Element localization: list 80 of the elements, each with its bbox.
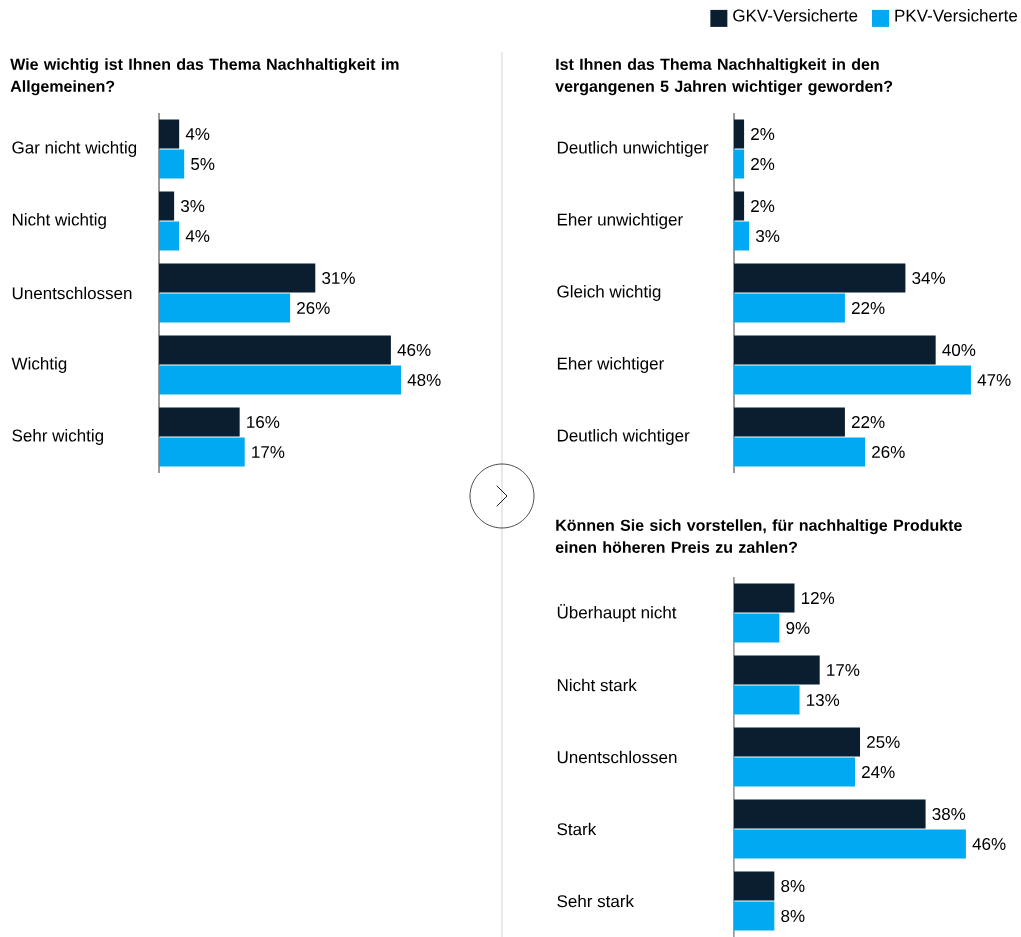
data-label: 2% [751,158,775,170]
bar [159,191,175,221]
y-tick-label: Eher unwichtiger [557,213,683,229]
y-tick-label: Unentschlossen [557,750,677,764]
bar [734,727,861,757]
data-label: 24% [862,766,895,778]
y-tick-label: Deutlich unwichtiger [557,141,709,157]
bar [734,655,820,685]
data-label: 46% [972,837,1006,851]
bar [159,119,180,149]
data-label: 47% [977,374,1011,386]
y-tick-label: Deutlich wichtiger [557,429,690,445]
bar [159,293,291,323]
bar [159,437,245,467]
data-label: 12% [802,592,835,604]
y-tick-label: Gar nicht wichtig [12,141,137,157]
bar [734,263,906,293]
bar [159,365,401,395]
legend-label: GKV-Versicherte [733,9,858,22]
y-tick-label: Nicht stark [557,678,637,692]
data-label: 22% [851,302,885,314]
bar [159,407,240,437]
chart-title: Können Sie sich vorstellen, für nachhaltige Produkte einen höheren Preis zu zahlen? [555,519,962,553]
data-label: 13% [807,693,840,707]
data-label: 9% [786,621,810,635]
data-label: 3% [180,199,205,213]
bar [734,799,926,829]
bar [734,407,845,437]
data-label: 5% [191,158,215,170]
data-label: 48% [407,373,441,387]
bar [159,149,185,179]
data-label: 8% [781,909,805,923]
bar [734,901,775,931]
data-label: 31% [322,271,355,285]
data-label: 38% [932,807,966,821]
data-label: 34% [912,271,946,285]
bar [734,221,750,251]
bar [734,191,745,221]
data-label: 22% [851,416,885,428]
data-label: 17% [827,664,860,676]
data-label: 40% [942,343,976,357]
y-tick-label: Überhaupt nicht [557,604,677,622]
bar [734,757,855,787]
bar [734,583,795,613]
data-label: 25% [867,735,900,749]
y-tick-label: Wichtig [11,357,67,373]
data-label: 2% [751,200,775,212]
data-label: 3% [755,229,780,243]
y-tick-label: Unentschlossen [12,286,132,300]
bar [734,829,966,859]
data-label: 4% [185,230,210,242]
y-tick-label: Stark [557,822,597,836]
chart-title: Wie wichtig ist Ihnen das Thema Nachhaltigkeit im Allgemeinen? [10,58,399,96]
y-tick-label: Eher wichtiger [557,357,664,373]
data-label: 16% [247,415,280,429]
chart-title: Ist Ihnen das Thema Nachhaltigkeit in den vergangenen 5 Jahren wichtiger geworden? [555,58,893,96]
bar [734,365,971,395]
bar [159,263,316,293]
data-label: 26% [872,445,905,459]
bar [159,335,391,365]
data-label: 26% [297,301,330,315]
data-label: 46% [397,343,431,357]
data-label: 2% [751,128,775,140]
bar [159,221,180,251]
y-tick-label: Sehr wichtig [12,429,104,445]
y-tick-label: Sehr stark [557,894,635,908]
bar [734,119,745,149]
bar [734,437,866,467]
bar [734,293,845,323]
data-label: 8% [781,879,805,893]
bar [734,613,780,643]
legend-label: PKV-Versicherte [895,9,1018,22]
data-label: 4% [185,128,210,140]
bar [734,149,745,179]
y-tick-label: Gleich wichtig [557,285,661,301]
bar [734,335,936,365]
y-tick-label: Nicht wichtig [12,213,106,229]
bar [734,685,800,715]
bar [734,871,775,901]
data-label: 17% [252,446,285,458]
